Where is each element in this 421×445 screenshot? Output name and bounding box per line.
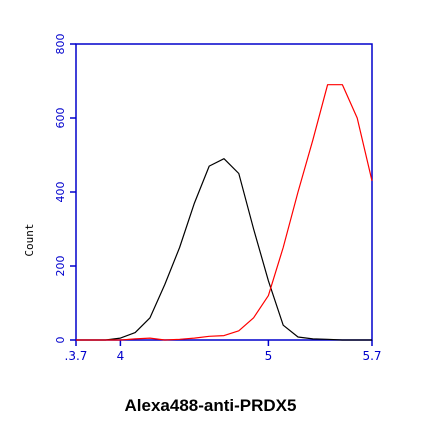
y-axis-label: Count	[23, 223, 36, 256]
y-tick-label: 200	[54, 256, 67, 277]
y-tick-label: 0	[54, 337, 67, 344]
x-tick-label: 5.7	[362, 349, 381, 363]
y-tick-label: 800	[54, 34, 67, 55]
y-axis-ticks: 0 200 400 600 800	[54, 34, 76, 344]
plot-frame	[75, 43, 373, 341]
x-tick-label: 5	[265, 349, 273, 363]
series-line-2	[76, 84, 373, 341]
y-tick-label: 600	[54, 108, 67, 129]
x-tick-label: .3.7	[65, 349, 88, 363]
series-group	[76, 84, 373, 341]
x-axis-ticks: .3.7 4 5 5.7	[65, 340, 382, 363]
chart-caption: Alexa488-anti-PRDX5	[124, 396, 297, 415]
series-line-1	[76, 158, 372, 341]
y-tick-label: 400	[54, 182, 67, 203]
x-tick-label: 4	[117, 349, 125, 363]
